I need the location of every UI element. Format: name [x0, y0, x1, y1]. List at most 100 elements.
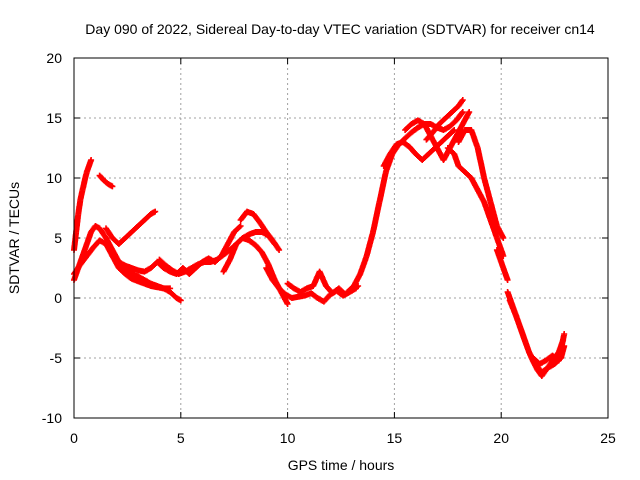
- data-point: [466, 109, 473, 115]
- data-point: [468, 175, 481, 192]
- grid: [74, 58, 608, 418]
- series-sat-o: [423, 97, 466, 143]
- x-tick-label: 25: [600, 430, 616, 446]
- data-point: [419, 152, 431, 163]
- chart-title: Day 090 of 2022, Sidereal Day-to-day VTE…: [85, 21, 595, 37]
- data-point: [284, 301, 291, 307]
- data-point: [402, 122, 414, 133]
- data-point: [446, 118, 459, 130]
- data-point: [455, 98, 465, 109]
- data-point: [459, 97, 466, 103]
- data-point: [449, 104, 461, 115]
- data-point: [224, 230, 237, 247]
- data-point: [438, 134, 450, 145]
- y-tick-label: 0: [54, 290, 62, 306]
- data-point: [474, 187, 487, 204]
- data-point: [109, 183, 116, 190]
- data-point: [455, 128, 468, 145]
- data-point: [103, 241, 115, 258]
- data-point: [453, 122, 466, 139]
- data-point: [75, 198, 84, 217]
- y-axis-label: SDTVAR / TECUs: [6, 182, 22, 294]
- data-point: [152, 208, 159, 215]
- data-point: [141, 212, 153, 223]
- x-tick-label: 0: [70, 430, 78, 446]
- data-point: [115, 265, 128, 276]
- series-sat-p: [444, 145, 507, 259]
- data-point: [425, 146, 437, 157]
- y-tick-label: 10: [46, 170, 62, 186]
- data-point: [96, 172, 106, 183]
- x-tick-label: 10: [280, 430, 296, 446]
- series-sat-h: [220, 235, 291, 307]
- data-point: [154, 259, 166, 270]
- data-point: [156, 256, 168, 268]
- data-point: [370, 200, 383, 235]
- y-tick-label: 15: [46, 110, 62, 126]
- data-point: [115, 236, 128, 247]
- data-point: [474, 145, 487, 180]
- data-point: [376, 170, 389, 205]
- data-point: [357, 254, 370, 277]
- data-point: [468, 127, 481, 150]
- series-sat-k: [284, 268, 362, 298]
- series-sat-e: [103, 208, 159, 247]
- data-point: [103, 235, 115, 252]
- y-tick-label: 20: [46, 50, 62, 66]
- data-point: [350, 272, 363, 289]
- data-point: [481, 199, 493, 222]
- data-point: [226, 242, 239, 263]
- series-sat-c: [96, 172, 116, 190]
- series-sat-u: [530, 331, 568, 367]
- y-tick-label: 5: [54, 230, 62, 246]
- data-point: [88, 157, 95, 163]
- x-tick-label: 5: [177, 430, 185, 446]
- x-tick-label: 15: [387, 430, 403, 446]
- series-sat-r: [493, 247, 511, 283]
- data-point: [380, 152, 393, 169]
- data-point: [316, 268, 329, 288]
- data-point: [423, 130, 435, 143]
- data-point: [220, 257, 233, 275]
- data-point: [167, 285, 174, 292]
- data-point: [122, 230, 134, 241]
- data-point: [276, 285, 288, 297]
- x-axis-label: GPS time / hours: [288, 457, 395, 473]
- data-point: [128, 224, 140, 235]
- data-point: [344, 284, 356, 295]
- data-point: [444, 145, 457, 156]
- data-point: [363, 230, 376, 259]
- data-point: [493, 235, 506, 258]
- y-tick-label: -5: [50, 350, 63, 366]
- data-point: [269, 277, 282, 291]
- data-series: [71, 97, 568, 379]
- data-point: [109, 253, 121, 264]
- data-point: [519, 331, 532, 354]
- data-point: [513, 313, 526, 336]
- series-sat-m: [380, 127, 458, 169]
- data-point: [459, 110, 472, 127]
- data-point: [406, 143, 418, 156]
- data-point: [231, 224, 243, 235]
- data-point: [436, 116, 448, 127]
- data-point: [561, 331, 568, 337]
- series-sat-q: [455, 127, 507, 241]
- data-point: [402, 130, 414, 142]
- data-point: [506, 297, 519, 318]
- data-point: [237, 223, 244, 229]
- data-point: [459, 109, 466, 115]
- data-point: [71, 230, 79, 253]
- data-point: [444, 128, 457, 139]
- data-point: [487, 217, 500, 240]
- plot-frame: [73, 57, 609, 419]
- data-point: [504, 277, 511, 283]
- data-point: [135, 218, 147, 229]
- y-tick-label: -10: [42, 410, 62, 426]
- series-sat-i: [237, 208, 283, 253]
- data-point: [500, 235, 507, 241]
- data-point: [451, 127, 458, 133]
- data-point: [461, 169, 474, 180]
- axis-ticks: 0 5 10 15 20 25 -10 -5 0 5 10 15 20: [42, 50, 616, 446]
